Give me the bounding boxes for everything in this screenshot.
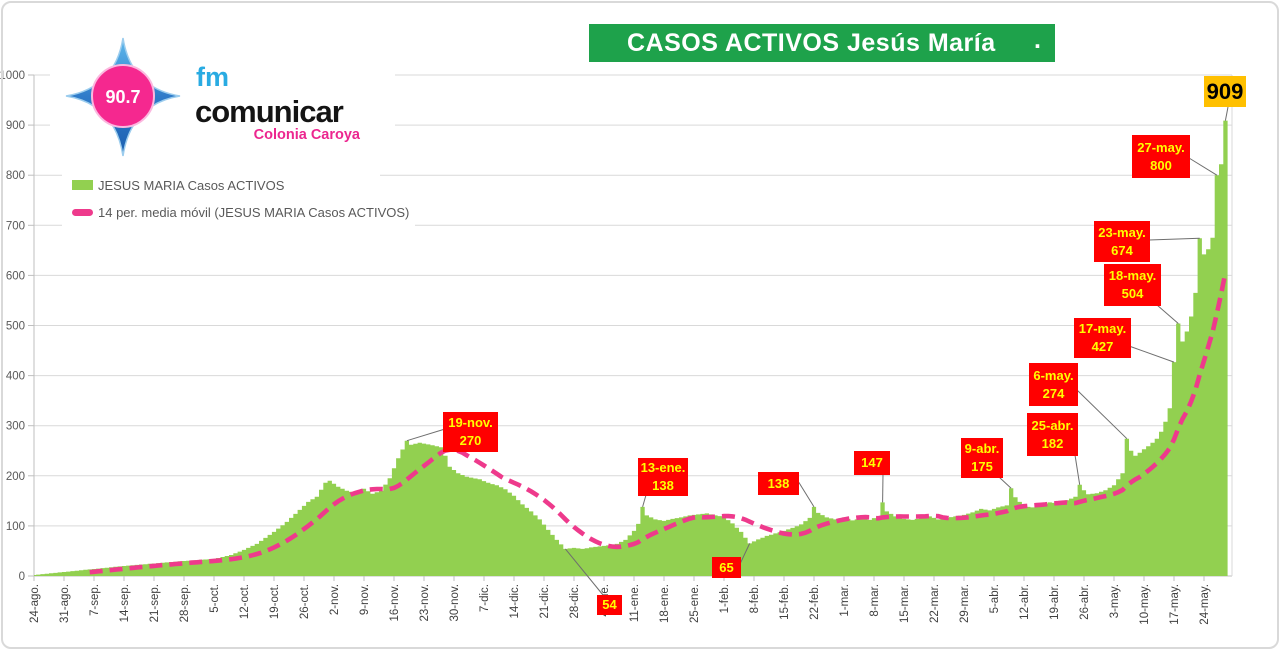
svg-text:1-feb.: 1-feb. <box>719 584 731 613</box>
svg-text:15-feb.: 15-feb. <box>779 584 791 620</box>
chart-title: CASOS ACTIVOS Jesús María <box>627 28 996 57</box>
logo-frequency: 90.7 <box>105 87 140 107</box>
svg-text:900: 900 <box>6 120 25 132</box>
annotation-19-nov: 19-nov. 270 <box>443 412 498 452</box>
annotation-138: 138 <box>758 472 799 495</box>
svg-text:1-mar.: 1-mar. <box>839 584 851 617</box>
compass-star-icon: 90.7 <box>65 37 181 157</box>
svg-text:21-sep.: 21-sep. <box>149 584 161 622</box>
svg-text:9-nov.: 9-nov. <box>359 584 371 615</box>
svg-text:2-nov.: 2-nov. <box>329 584 341 615</box>
svg-text:5-abr.: 5-abr. <box>989 584 1001 613</box>
svg-text:8-feb.: 8-feb. <box>749 584 761 613</box>
svg-text:14-dic.: 14-dic. <box>509 584 521 619</box>
svg-text:7-sep.: 7-sep. <box>89 584 101 616</box>
logo-name-text: comunicar <box>195 94 344 129</box>
svg-text:18-ene.: 18-ene. <box>659 584 671 623</box>
svg-text:12-abr.: 12-abr. <box>1019 584 1031 620</box>
area-swatch-icon <box>72 180 93 190</box>
svg-text:22-feb.: 22-feb. <box>809 584 821 620</box>
svg-text:19-abr.: 19-abr. <box>1049 584 1061 620</box>
svg-text:7-dic.: 7-dic. <box>479 584 491 612</box>
annotation-17-may: 17-may. 427 <box>1074 318 1131 358</box>
svg-text:200: 200 <box>6 471 25 483</box>
annotation-909: 909 <box>1204 76 1246 107</box>
annotation-18-may: 18-may. 504 <box>1104 264 1161 306</box>
svg-text:30-nov.: 30-nov. <box>449 584 461 622</box>
svg-text:24-may.: 24-may. <box>1199 584 1211 625</box>
svg-text:5-oct.: 5-oct. <box>209 584 221 613</box>
annotation-65: 65 <box>712 557 741 578</box>
svg-text:28-sep.: 28-sep. <box>179 584 191 622</box>
fm-comunicar-logo: 90.7 fm comunicar Colonia Caroya <box>50 18 395 170</box>
chart-title-dot: . <box>1034 26 1041 54</box>
legend-item-moving-average: 14 per. media móvil (JESUS MARIA Casos A… <box>72 204 410 220</box>
svg-text:600: 600 <box>6 270 25 282</box>
svg-text:25-ene.: 25-ene. <box>689 584 701 623</box>
svg-text:15-mar.: 15-mar. <box>899 584 911 623</box>
svg-text:12-oct.: 12-oct. <box>239 584 251 619</box>
svg-text:24-ago.: 24-ago. <box>29 584 41 623</box>
svg-text:29-mar.: 29-mar. <box>959 584 971 623</box>
annotation-6-may: 6-may. 274 <box>1029 363 1078 406</box>
svg-text:17-may.: 17-may. <box>1169 584 1181 625</box>
svg-text:800: 800 <box>6 170 25 182</box>
svg-text:19-oct.: 19-oct. <box>269 584 281 619</box>
svg-text:8-mar.: 8-mar. <box>869 584 881 617</box>
svg-text:300: 300 <box>6 421 25 433</box>
dash-swatch-icon <box>72 208 93 216</box>
annotation-147: 147 <box>854 451 890 475</box>
svg-text:31-ago.: 31-ago. <box>59 584 71 623</box>
annotation-13-ene: 13-ene. 138 <box>638 458 688 496</box>
svg-text:11-ene.: 11-ene. <box>629 584 641 622</box>
svg-text:700: 700 <box>6 220 25 232</box>
legend-series-label: JESUS MARIA Casos ACTIVOS <box>98 177 285 193</box>
svg-text:500: 500 <box>6 321 25 333</box>
annotation-9-abr: 9-abr. 175 <box>961 438 1003 478</box>
svg-text:100: 100 <box>6 521 25 533</box>
legend-item-cases: JESUS MARIA Casos ACTIVOS <box>72 177 409 193</box>
logo-city-text: Colonia Caroya <box>254 127 361 143</box>
svg-text:0: 0 <box>19 571 25 583</box>
logo-fm-text: fm <box>196 62 229 92</box>
svg-text:3-may.: 3-may. <box>1109 584 1121 618</box>
svg-text:26-oct.: 26-oct. <box>299 584 311 619</box>
annotation-25-abr: 25-abr. 182 <box>1027 413 1078 456</box>
svg-text:400: 400 <box>6 371 25 383</box>
svg-text:14-sep.: 14-sep. <box>119 584 131 622</box>
chart-title-banner: CASOS ACTIVOS Jesús María . <box>589 24 1055 62</box>
svg-text:23-nov.: 23-nov. <box>419 584 431 622</box>
svg-text:26-abr.: 26-abr. <box>1079 584 1091 620</box>
svg-text:22-mar.: 22-mar. <box>929 584 941 623</box>
annotation-54: 54 <box>597 595 622 615</box>
annotation-23-may: 23-may. 674 <box>1094 221 1150 262</box>
chart-legend: JESUS MARIA Casos ACTIVOS 14 per. media … <box>72 176 416 238</box>
radio-logo-graphic: 90.7 fm comunicar Colonia Caroya <box>65 37 361 157</box>
annotation-27-may: 27-may. 800 <box>1132 135 1190 178</box>
svg-text:16-nov.: 16-nov. <box>389 584 401 622</box>
svg-text:28-dic.: 28-dic. <box>569 584 581 619</box>
svg-text:1000: 1000 <box>0 70 25 82</box>
svg-text:10-may.: 10-may. <box>1139 584 1151 625</box>
legend-moving-avg-label: 14 per. media móvil (JESUS MARIA Casos A… <box>98 204 410 220</box>
svg-text:21-dic.: 21-dic. <box>539 584 551 619</box>
